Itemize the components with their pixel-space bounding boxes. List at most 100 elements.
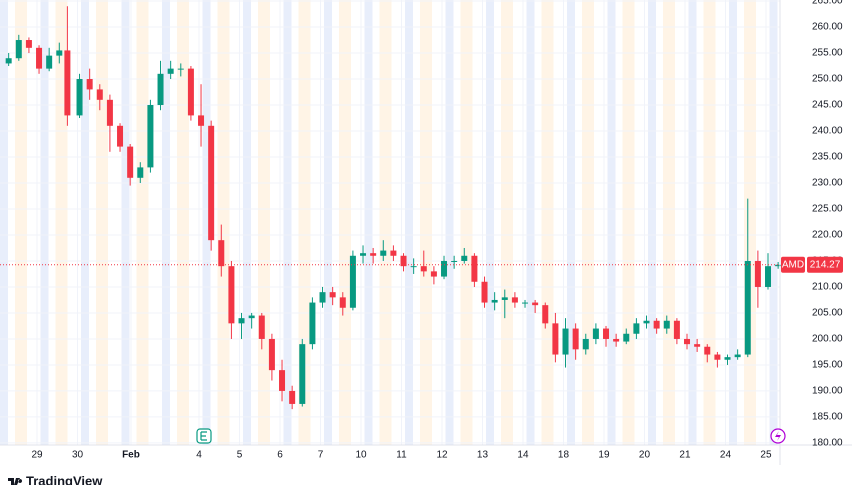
candle-body	[36, 47, 43, 69]
x-tick-label: 10	[355, 450, 367, 461]
candle-body	[279, 370, 286, 391]
y-tick-label: 210.00	[812, 282, 843, 293]
y-tick-label: 205.00	[812, 308, 843, 319]
candle-body	[603, 328, 610, 339]
last-price-badge	[807, 256, 843, 273]
x-tick-label: 5	[237, 450, 243, 461]
last-price-label: 214.27	[810, 259, 841, 270]
x-tick-label: 18	[558, 450, 570, 461]
candle-body	[511, 297, 518, 303]
candle-body	[15, 40, 22, 59]
x-tick-label: 7	[318, 450, 324, 461]
candle-body	[451, 260, 458, 262]
y-tick-label: 185.00	[812, 412, 843, 423]
candle-body	[5, 58, 12, 64]
candle-body	[663, 320, 670, 329]
candle-body	[96, 89, 103, 100]
candle-body	[309, 302, 316, 345]
candle-body	[430, 271, 437, 277]
x-tick-label: Feb	[122, 450, 140, 461]
candle-body	[339, 297, 346, 308]
dividend-marker[interactable]	[770, 428, 786, 444]
candle-body	[187, 68, 194, 116]
y-tick-label: 225.00	[812, 204, 843, 215]
candle-body	[734, 354, 741, 358]
candle-body	[633, 323, 640, 334]
candle-body	[684, 338, 691, 345]
session-shading	[0, 0, 780, 445]
x-tick-label: 11	[396, 450, 407, 461]
candle-body	[167, 68, 174, 74]
candle-body	[25, 40, 32, 48]
candle-body	[501, 297, 508, 300]
y-tick-label: 235.00	[812, 152, 843, 163]
candle-body	[198, 115, 205, 126]
candle-body	[461, 255, 468, 261]
x-tick-label: 6	[277, 450, 283, 461]
candle-body	[248, 315, 255, 319]
candle-body	[481, 281, 488, 303]
candle-body	[117, 125, 124, 147]
candle-body	[410, 266, 417, 268]
candle-body	[592, 328, 599, 339]
candle-body	[238, 318, 245, 324]
earnings-marker[interactable]	[196, 428, 212, 444]
brand-name: TradingView	[26, 473, 103, 485]
candle-body	[775, 264, 782, 267]
candle-body	[370, 253, 377, 256]
y-tick-label: 260.00	[812, 22, 843, 33]
y-tick-label: 255.00	[812, 48, 843, 59]
candle-body	[157, 73, 164, 106]
candle-body	[623, 333, 630, 342]
candle-body	[360, 253, 367, 256]
y-tick-label: 220.00	[812, 230, 843, 241]
candle-body	[552, 323, 559, 355]
candle-body	[653, 320, 660, 329]
candle-body	[258, 315, 265, 339]
x-tick-label: 25	[760, 450, 772, 461]
y-tick-label: 200.00	[812, 334, 843, 345]
candle-body	[86, 79, 93, 90]
y-tick-label: 250.00	[812, 74, 843, 85]
candle-body	[754, 260, 761, 287]
candle-body	[218, 240, 225, 267]
symbol-label: AMD	[782, 259, 804, 270]
candle-body	[349, 255, 356, 308]
candle-body	[643, 320, 650, 324]
x-tick-label: 12	[436, 450, 448, 461]
y-tick-label: 245.00	[812, 100, 843, 111]
candle-body	[127, 146, 134, 178]
y-tick-label: 230.00	[812, 178, 843, 189]
x-tick-label: 4	[196, 450, 202, 461]
candle-body	[400, 255, 407, 267]
candle-body	[208, 125, 215, 241]
candle-body	[56, 50, 63, 56]
candle-body	[299, 344, 306, 404]
x-tick-label: 14	[517, 450, 529, 461]
y-tick-label: 195.00	[812, 360, 843, 371]
candle-body	[289, 390, 296, 404]
candle-body	[562, 328, 569, 355]
y-tick-label: 190.00	[812, 386, 843, 397]
x-tick-label: 24	[720, 450, 732, 461]
branding: TradingView	[8, 473, 103, 485]
candle-body	[522, 302, 529, 304]
x-tick-label: 21	[679, 450, 691, 461]
candle-body	[228, 266, 235, 324]
symbol-badge	[781, 256, 805, 273]
candle-body	[390, 250, 397, 256]
candle-body	[64, 50, 71, 116]
candle-body	[714, 354, 721, 360]
x-tick-label: 30	[72, 450, 84, 461]
candle-body	[694, 344, 701, 347]
x-tick-label: 20	[639, 450, 651, 461]
candle-body	[532, 302, 539, 306]
x-tick-label: 19	[598, 450, 610, 461]
y-tick-label: 240.00	[812, 126, 843, 137]
candle-body	[319, 292, 326, 303]
y-tick-label: 180.00	[812, 438, 843, 449]
candle-body	[744, 260, 751, 355]
candle-body	[46, 55, 53, 69]
candle-body	[268, 338, 275, 371]
